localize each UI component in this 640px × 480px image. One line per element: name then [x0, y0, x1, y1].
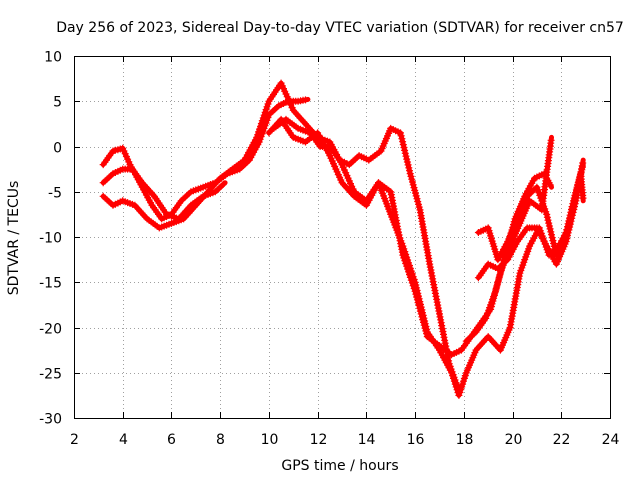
data-point — [547, 136, 555, 144]
y-tick-label: -20 — [39, 322, 62, 338]
data-point — [579, 194, 587, 202]
y-tick-label: -30 — [39, 412, 62, 428]
x-tick-label: 2 — [70, 432, 79, 448]
data-point — [219, 181, 227, 188]
data-point — [398, 135, 406, 143]
y-tick-label: -15 — [39, 276, 62, 292]
series-track-e — [270, 115, 462, 394]
y-tick-label: -25 — [39, 367, 62, 383]
x-tick-label: 14 — [358, 432, 376, 448]
x-tick-label: 12 — [310, 432, 328, 448]
x-tick-label: 22 — [553, 432, 571, 448]
y-axis-label: SDTVAR / TECUs — [6, 181, 22, 296]
x-tick-labels: 2 4 6 8 10 12 14 16 18 20 22 24 — [70, 432, 619, 448]
x-tick-label: 16 — [407, 432, 425, 448]
y-tick-label: -10 — [39, 231, 62, 247]
series-track-g — [474, 157, 587, 282]
x-tick-label: 20 — [505, 432, 523, 448]
y-tick-label: 5 — [53, 95, 62, 111]
chart-title: Day 256 of 2023, Sidereal Day-to-day VTE… — [56, 20, 624, 36]
x-tick-label: 6 — [167, 432, 176, 448]
series-line — [100, 96, 311, 222]
series-track-d — [265, 115, 586, 399]
y-tick-label: 10 — [44, 50, 62, 66]
x-tick-label: 8 — [216, 432, 225, 448]
data-point — [548, 234, 556, 242]
x-tick-label: 24 — [602, 432, 620, 448]
data-point — [568, 214, 576, 222]
data-point — [546, 181, 554, 189]
series-track-h — [462, 170, 554, 345]
y-tick-label: -5 — [48, 186, 62, 202]
ticks — [74, 56, 611, 419]
y-tick-label: 0 — [53, 141, 62, 157]
data-point — [302, 96, 309, 104]
data-point — [579, 159, 587, 167]
x-tick-label: 10 — [261, 432, 279, 448]
data-point — [454, 384, 462, 392]
x-tick-label: 18 — [456, 432, 474, 448]
x-tick-label: 4 — [119, 432, 128, 448]
x-axis-label: GPS time / hours — [281, 458, 398, 474]
grid — [74, 56, 610, 418]
y-tick-labels: -30 -25 -20 -15 -10 -5 0 5 10 — [39, 50, 62, 428]
series-layer — [99, 79, 587, 399]
